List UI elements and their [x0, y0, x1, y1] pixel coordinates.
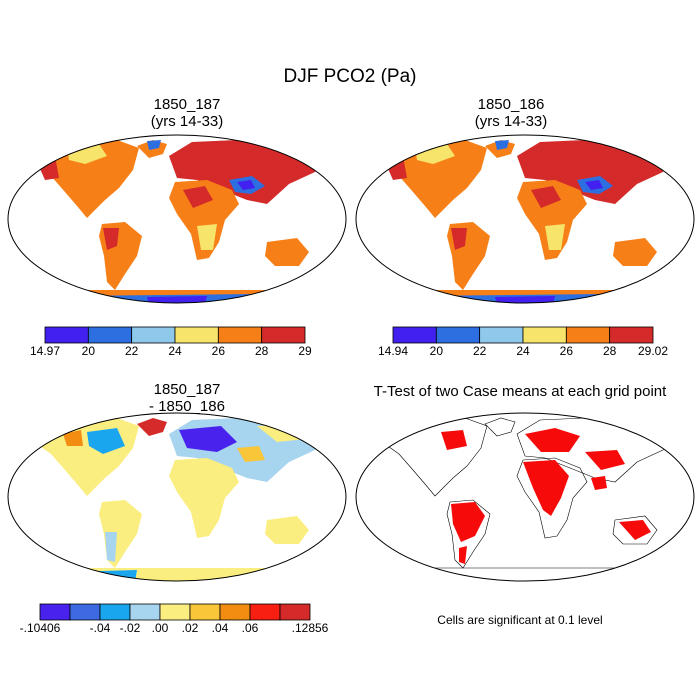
panel-title-line2: (yrs 14-33): [474, 113, 548, 130]
colorbar-tick-label: .04: [212, 621, 229, 635]
map-panel-ttest: [355, 412, 695, 582]
colorbar-swatch: [279, 603, 311, 621]
colorbar-swatch: [435, 326, 481, 344]
colorbar-swatch: [392, 326, 437, 344]
panel-title-line2: - 1850_186: [149, 398, 225, 415]
colorbar-swatch: [219, 603, 251, 621]
colorbar-tick-label: 22: [125, 344, 139, 358]
colorbar-tick-label: 22: [473, 344, 487, 358]
colorbar-tick-label: -.02: [120, 621, 141, 635]
colorbar-swatch: [129, 603, 161, 621]
colorbar-swatch: [609, 326, 654, 344]
colorbar-swatch: [249, 603, 281, 621]
colorbar-tick-label: .00: [152, 621, 169, 635]
colorbar-swatch: [189, 603, 221, 621]
colorbar-swatch: [44, 326, 89, 344]
colorbar-swatch: [131, 326, 176, 344]
colorbar-swatch: [261, 326, 306, 344]
panel-title-1850-186: 1850_186 (yrs 14-33): [350, 96, 672, 130]
colorbar-tick-label: .02: [182, 621, 199, 635]
map-border: [7, 412, 347, 582]
colorbar-difference: -.10406 -.04 -.02 .00 .02 .04 .06 .12856: [20, 603, 329, 635]
colorbar-1850-187: 14.97 20 22 24 26 28 29: [30, 326, 312, 358]
colorbar-tick-label: 28: [603, 344, 617, 358]
colorbar-tick-label: -.10406: [20, 621, 61, 635]
colorbar-tick-label: 14.94: [378, 344, 408, 358]
panel-title-line2: (yrs 14-33): [150, 113, 224, 130]
panel-title-difference: 1850_187 - 1850_186: [26, 381, 348, 415]
map-border: [7, 134, 347, 304]
panel-title-1850-187: 1850_187 (yrs 14-33): [26, 96, 348, 130]
colorbar-swatch: [565, 326, 611, 344]
colorbar-tick-label: 28: [255, 344, 269, 358]
colorbar-tick-label: 26: [212, 344, 226, 358]
figure-title: DJF PCO2 (Pa): [283, 66, 417, 87]
colorbar-tick-label: .12856: [292, 621, 329, 635]
significant-cells: [441, 428, 651, 564]
colorbar-swatch: [99, 603, 131, 621]
map-panel-difference: [7, 412, 347, 582]
colorbar-swatch: [217, 326, 263, 344]
map-border: [355, 134, 695, 304]
colorbar-tick-label: 24: [168, 344, 182, 358]
colorbar-tick-label: .06: [242, 621, 259, 635]
map-border: [355, 412, 695, 582]
significance-footnote: Cells are significant at 0.1 level: [437, 613, 603, 627]
map-panel-1850-186: [355, 134, 695, 304]
panel-title-line1: 1850_187: [153, 96, 221, 113]
colorbar-swatch: [39, 603, 71, 621]
colorbar-swatch: [174, 326, 219, 344]
map-background: [356, 413, 694, 581]
colorbar-tick-label: 20: [82, 344, 96, 358]
colorbar-tick-label: 20: [430, 344, 444, 358]
colorbar-1850-186: 14.94 20 22 24 26 28 29.02: [378, 326, 668, 358]
colorbar-tick-label: 24: [516, 344, 530, 358]
panel-title-line1: 1850_186: [477, 96, 545, 113]
colorbar-swatch: [522, 326, 567, 344]
map-panel-1850-187: [7, 134, 347, 304]
colorbar-swatch: [87, 326, 133, 344]
panel-title-line1: 1850_187: [153, 381, 221, 398]
colorbar-tick-label: 14.97: [30, 344, 60, 358]
colorbar-tick-label: 29.02: [638, 344, 668, 358]
colorbar-tick-label: -.04: [90, 621, 111, 635]
colorbar-tick-label: 29: [298, 344, 312, 358]
panel-title-ttest: T-Test of two Case means at each grid po…: [373, 383, 667, 400]
colorbar-swatch: [479, 326, 524, 344]
colorbar-tick-label: 26: [560, 344, 574, 358]
colorbar-swatch: [159, 603, 191, 621]
colorbar-swatch: [69, 603, 101, 621]
